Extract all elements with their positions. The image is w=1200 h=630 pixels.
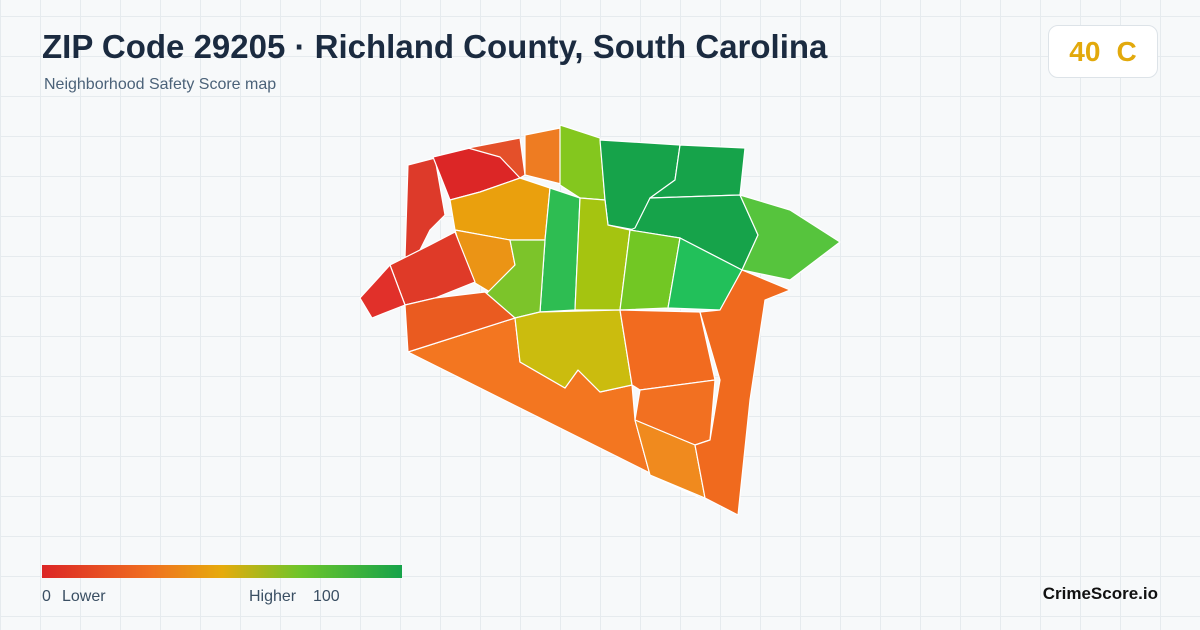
- region: [559, 124, 606, 201]
- region: [739, 194, 841, 281]
- legend-min: 0: [42, 588, 51, 605]
- neighborhoods: [359, 124, 841, 516]
- legend-max: 100: [313, 588, 340, 605]
- score-badge: 40 C: [1048, 25, 1158, 78]
- legend-max-label: Higher: [249, 588, 297, 605]
- score-grade: C: [1116, 35, 1137, 67]
- title: ZIP Code 29205 · Richland County, South …: [42, 28, 828, 65]
- legend-gradient: [42, 565, 402, 578]
- region: [524, 127, 566, 186]
- brand: CrimeScore.io: [1042, 584, 1158, 603]
- region: [619, 309, 716, 391]
- subtitle: Neighborhood Safety Score map: [44, 76, 277, 93]
- region: [467, 137, 526, 179]
- score-value: 40: [1069, 35, 1101, 67]
- region: [694, 269, 791, 516]
- legend-min-label: Lower: [62, 588, 106, 605]
- region: [514, 309, 633, 393]
- region: [404, 291, 516, 353]
